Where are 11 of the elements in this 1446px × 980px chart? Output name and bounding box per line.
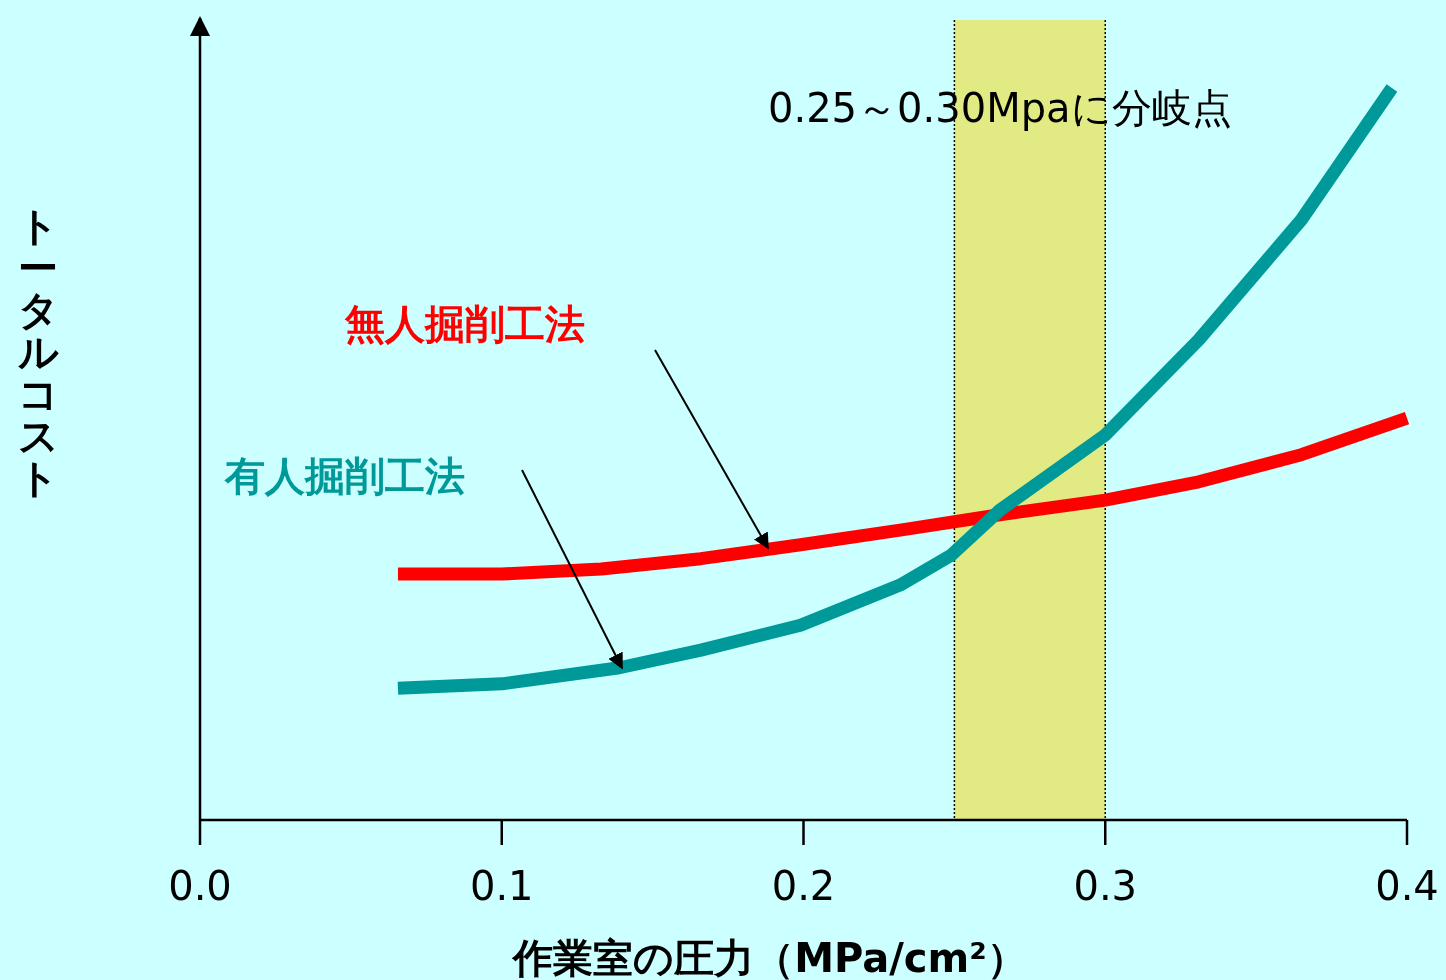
band: 0.25～0.30Mpaに分岐点 (768, 19, 1232, 821)
x-tick-label: 0.3 (1073, 863, 1138, 909)
text: 無人掘削工法 (344, 301, 585, 347)
x-tick-label: 0.2 (771, 863, 836, 909)
y-axis-title: トータルコスト (17, 203, 59, 501)
band-label: 0.25～0.30Mpaに分岐点 (768, 85, 1232, 131)
x-axis-title: 作業室の圧力（MPa/cm²） (511, 935, 1027, 980)
x-tick-label: 0.1 (469, 863, 534, 909)
text: 有人掘削工法 (224, 453, 465, 499)
x-tick-label: 0.4 (1375, 863, 1439, 909)
x-tick-label: 0.0 (168, 863, 232, 909)
